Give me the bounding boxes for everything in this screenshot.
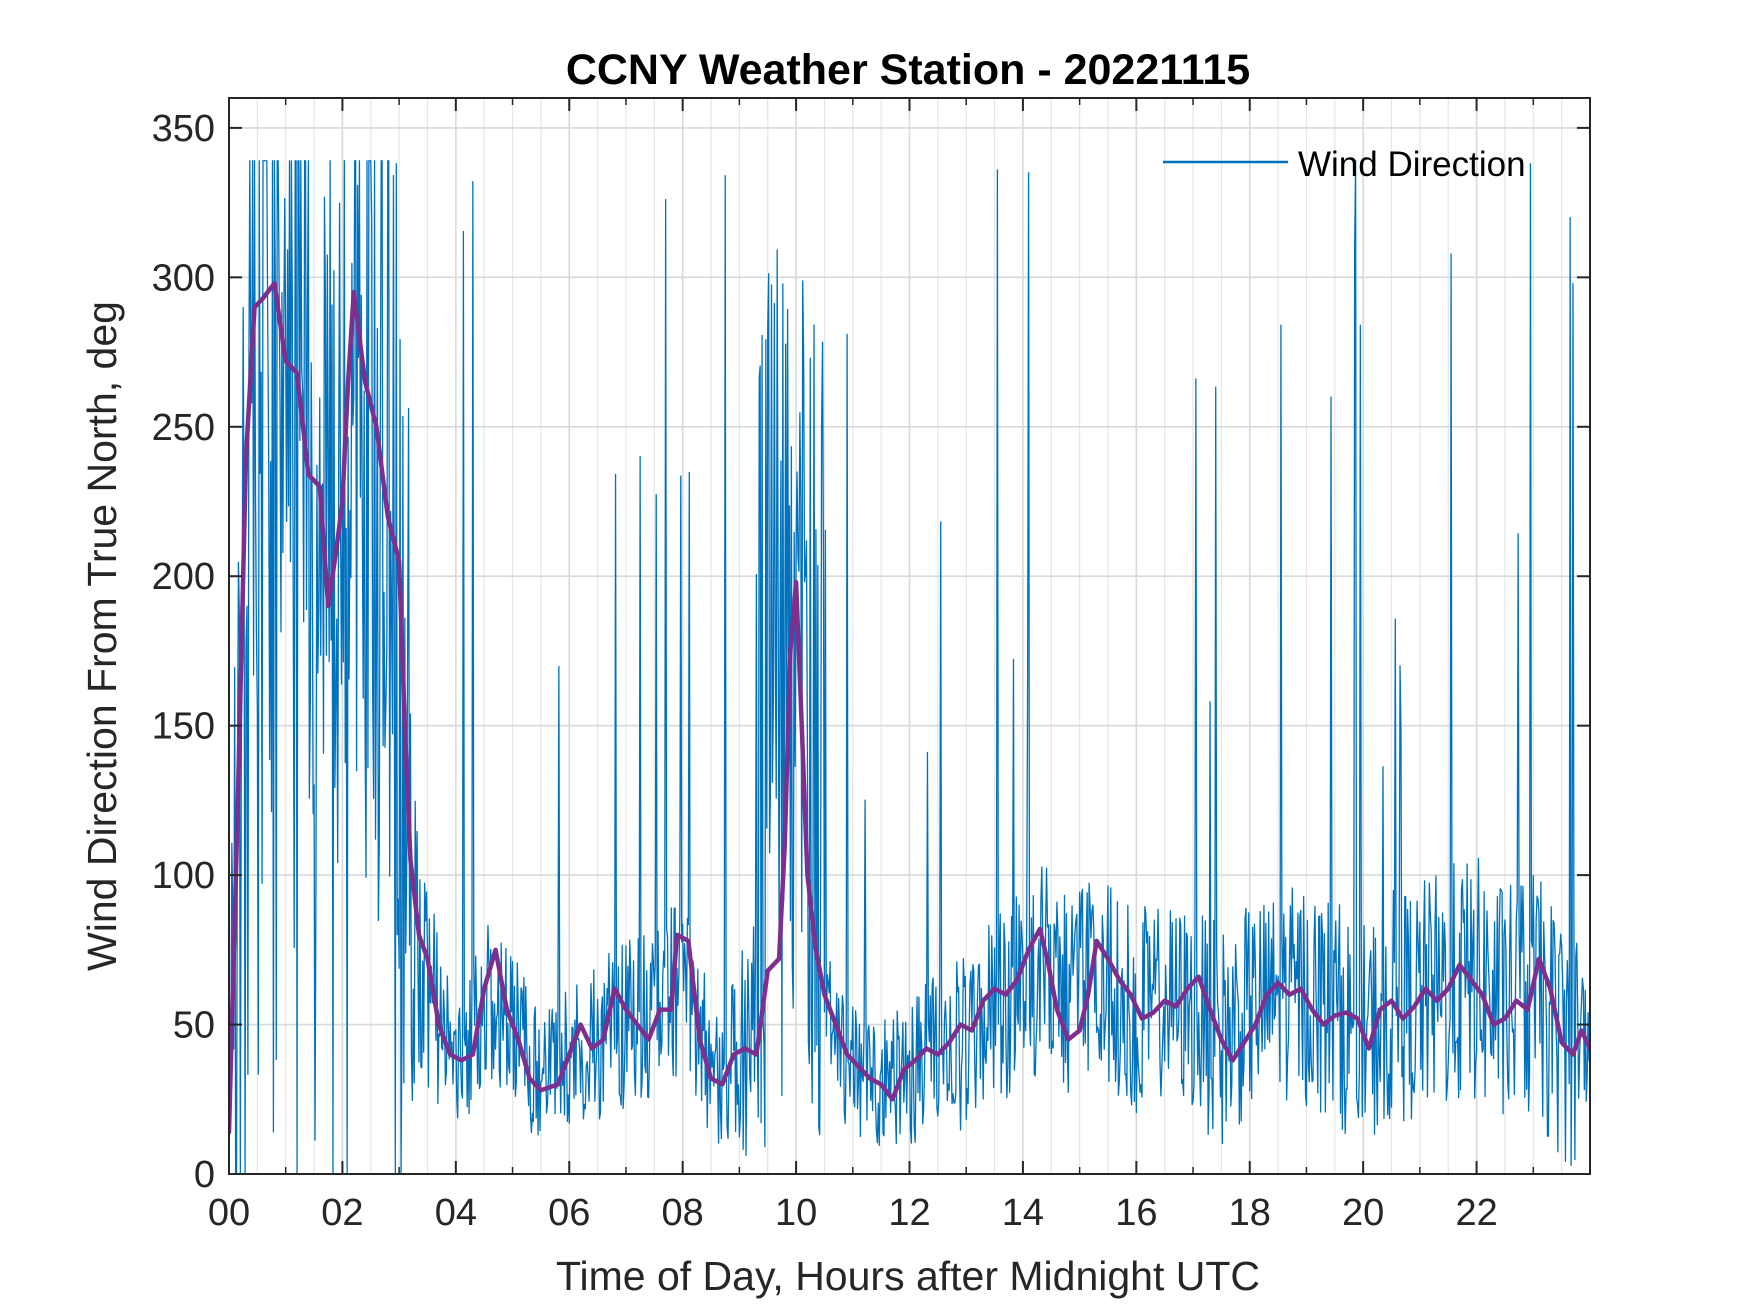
- x-tick-label: 00: [208, 1192, 250, 1234]
- x-tick-label: 22: [1455, 1192, 1497, 1234]
- y-tick-label: 0: [194, 1154, 215, 1196]
- x-tick-label: 20: [1342, 1192, 1384, 1234]
- x-tick-label: 02: [321, 1192, 363, 1234]
- x-tick-label: 16: [1115, 1192, 1157, 1234]
- y-tick-label: 150: [152, 706, 215, 748]
- legend-label-wind-direction: Wind Direction: [1298, 145, 1526, 184]
- series-line-wind-direction: [229, 160, 1590, 1174]
- y-tick-label: 50: [173, 1005, 215, 1047]
- y-axis-label: Wind Direction From True North, deg: [79, 301, 125, 971]
- x-tick-label: 06: [548, 1192, 590, 1234]
- chart-title: CCNY Weather Station - 20221115: [566, 46, 1250, 94]
- x-tick-label: 08: [662, 1192, 704, 1234]
- x-axis-label: Time of Day, Hours after Midnight UTC: [556, 1253, 1260, 1299]
- legend: Wind Direction: [1163, 145, 1526, 184]
- series-line-running-mean: [229, 281, 1590, 1135]
- y-tick-label: 100: [152, 855, 215, 897]
- x-tick-label: 14: [1002, 1192, 1044, 1234]
- axis-ticks: [228, 98, 1590, 1175]
- x-tick-label: 18: [1229, 1192, 1271, 1234]
- y-tick-labels: 0 50 100 150 200 250 300 350: [152, 108, 215, 1196]
- y-tick-label: 300: [152, 257, 215, 299]
- y-tick-label: 350: [152, 108, 215, 150]
- y-tick-label: 200: [152, 556, 215, 598]
- x-tick-label: 04: [435, 1192, 477, 1234]
- x-tick-label: 10: [775, 1192, 817, 1234]
- y-tick-label: 250: [152, 407, 215, 449]
- x-tick-labels: 00 02 04 06 08 10 12 14 16 18 20 22: [208, 1192, 1498, 1234]
- x-tick-label: 12: [888, 1192, 930, 1234]
- data-area: [229, 160, 1590, 1174]
